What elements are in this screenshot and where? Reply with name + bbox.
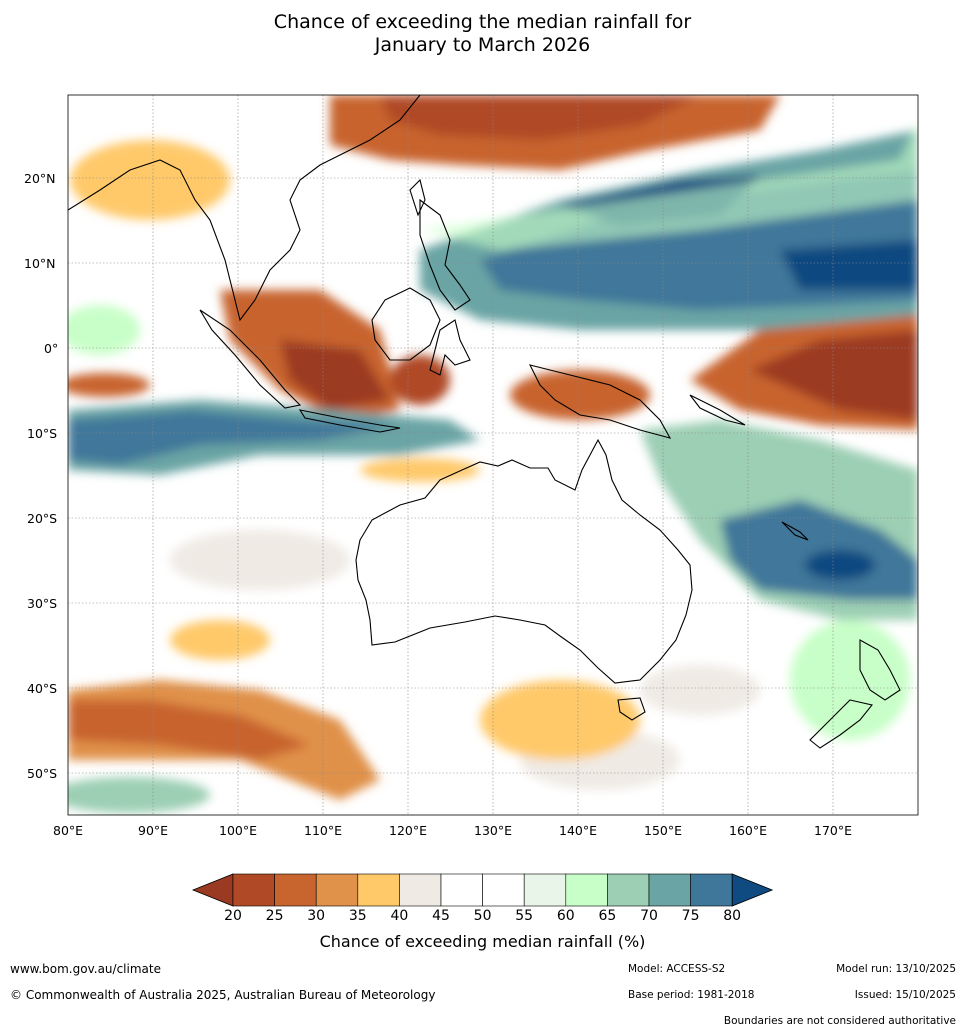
coast-nz-north (859, 639, 901, 701)
colorbar-swatch (648, 873, 691, 907)
lat-label-20n: 20°N (24, 171, 56, 186)
coast-australia (355, 438, 693, 684)
field-dry-southern-3 (170, 620, 270, 660)
lat-label-40s: 40°S (27, 681, 58, 696)
colorbar-swatch (315, 873, 359, 907)
map-title-line1: Chance of exceeding the median rainfall … (273, 11, 692, 33)
colorbar-tick-label: 20 (224, 908, 242, 924)
colorbar-tick-label: 65 (598, 908, 617, 924)
lon-label-150e: 150°E (644, 823, 683, 838)
colorbar-tick-label: 35 (348, 908, 367, 924)
lon-label-90e: 90°E (138, 823, 169, 838)
field-wet-sw-pacific-core (720, 500, 918, 600)
colorbar-tick-label: 30 (307, 908, 326, 924)
field-wet-pacific-deep2 (780, 240, 918, 290)
coast-sulawesi (429, 319, 471, 376)
field-wet-sw-pacific-deep (805, 550, 875, 580)
colorbar-tick-label: 40 (390, 908, 409, 924)
field-wet-pacific-edge (420, 120, 918, 250)
lon-label-160e: 160°E (729, 823, 768, 838)
lat-label-10s: 10°S (27, 426, 58, 441)
colorbar-swatch (399, 873, 442, 907)
colorbar-swatch (565, 873, 608, 907)
model-run-date: Model run: 13/10/2025 (836, 963, 956, 975)
lat-label-20s: 20°S (27, 511, 58, 526)
field-dry-eq-pacific-core (750, 330, 918, 420)
coast-png (528, 364, 672, 439)
graticule (68, 95, 918, 815)
model-name: Model: ACCESS-S2 (628, 963, 726, 975)
colorbar-tick-label: 70 (640, 908, 658, 924)
coast-borneo (371, 287, 441, 361)
lat-label-50s: 50°S (27, 766, 58, 781)
colorbar-tick-label: 45 (432, 908, 450, 924)
field-wet-nz (790, 620, 910, 740)
field-dry-borneo (390, 355, 450, 405)
lon-label-120e: 120°E (389, 823, 428, 838)
lon-label-140e: 140°E (559, 823, 598, 838)
coast-java (298, 409, 401, 433)
colorbar-extend-high (731, 873, 774, 907)
colorbar-tick-label: 60 (556, 908, 575, 924)
field-dry-southern-2 (480, 680, 640, 760)
field-dry-indonesia-core (280, 340, 390, 410)
colorbar-swatch (274, 873, 317, 907)
coast-asia (68, 95, 421, 322)
colorbar-tick-label: 80 (723, 908, 742, 924)
colorbar-swatch (482, 873, 525, 907)
field-grey-1 (170, 530, 350, 590)
colorbar-swatch (357, 873, 400, 907)
coast-nz-south (809, 699, 873, 749)
boundaries-disclaimer: Boundaries are not considered authoritat… (723, 1015, 956, 1027)
coastlines (68, 95, 901, 749)
colorbar-tick-label: 25 (265, 908, 284, 924)
lon-label-130e: 130°E (474, 823, 513, 838)
map-frame (67, 94, 919, 816)
colorbar-swatch (523, 873, 567, 907)
lon-label-110e: 110°E (304, 823, 343, 838)
colorbar-title: Chance of exceeding median rainfall (%) (319, 932, 646, 951)
copyright-text: © Commonwealth of Australia 2025, Austra… (10, 988, 436, 1002)
lat-label-10n: 10°N (24, 256, 56, 271)
field-dry-north-core (380, 95, 700, 140)
coast-philippines (419, 198, 471, 311)
field-dry-southern-core (68, 700, 310, 760)
colorbar-tick-label: 75 (681, 908, 700, 924)
colorbar-tick-label: 55 (515, 908, 534, 924)
field-dry-indian (68, 373, 150, 397)
coast-tasmania (617, 697, 646, 721)
colorbar-swatch (690, 873, 733, 907)
lon-label-100e: 100°E (219, 823, 258, 838)
colorbar-swatch (440, 873, 483, 907)
coast-sumatra (199, 309, 302, 409)
lat-label-30s: 30°S (27, 596, 58, 611)
field-wet-south (68, 777, 210, 813)
colorbar-swatch (232, 873, 275, 907)
base-period: Base period: 1981-2018 (628, 989, 755, 1001)
field-grey-3 (640, 665, 760, 715)
field-dry-west (70, 140, 230, 220)
coast-taiwan (409, 178, 426, 217)
map-title-line2: January to March 2026 (374, 34, 591, 56)
lon-label-170e: 170°E (814, 823, 853, 838)
colorbar (191, 873, 774, 907)
field-dry-png (510, 370, 650, 420)
lon-label-80e: 80°E (53, 823, 84, 838)
field-wet-west (68, 305, 140, 355)
colorbar-swatch (607, 873, 650, 907)
field-wet-indian-core (68, 410, 400, 465)
issued-date: Issued: 15/10/2025 (854, 989, 956, 1001)
lat-label-0: 0° (44, 341, 59, 356)
colorbar-extend-low (191, 873, 234, 907)
coast-new-caledonia (781, 521, 809, 541)
colorbar-tick-label: 50 (473, 908, 492, 924)
website-link[interactable]: www.bom.gov.au/climate (10, 962, 161, 976)
coast-solomons (689, 394, 746, 426)
